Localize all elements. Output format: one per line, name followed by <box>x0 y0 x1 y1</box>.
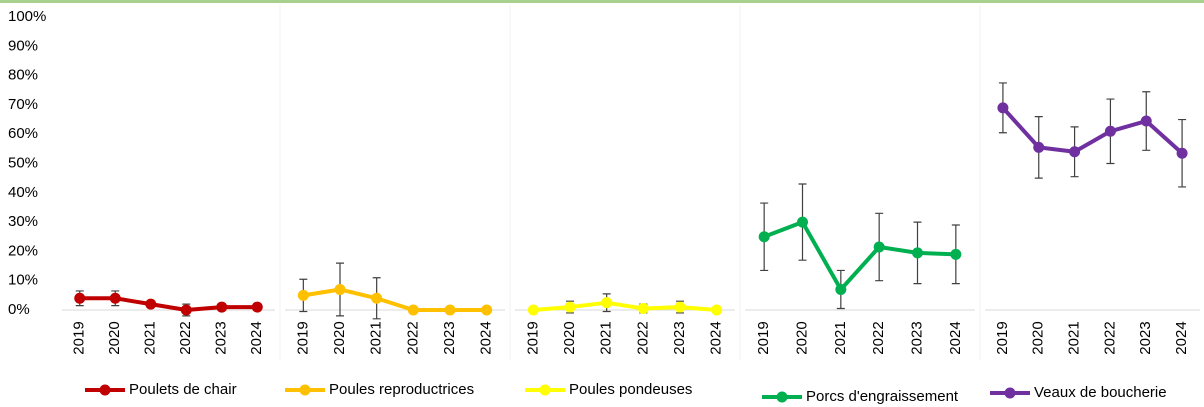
marker <box>797 216 808 228</box>
x-tick-label: 2024 <box>1173 321 1190 354</box>
y-tick-label: 90% <box>8 37 38 54</box>
marker <box>1104 125 1116 137</box>
x-tick-label: 2024 <box>248 321 265 354</box>
x-tick-label: 2021 <box>1066 321 1083 354</box>
y-tick-label: 60% <box>8 125 38 142</box>
legend-label: Poulets de chair <box>129 381 237 398</box>
marker <box>444 304 456 316</box>
y-tick-label: 70% <box>8 96 38 113</box>
legend-label: Poules pondeuses <box>569 381 692 398</box>
y-tick-label: 0% <box>8 301 30 318</box>
y-tick-label: 50% <box>8 154 38 171</box>
series-line <box>303 287 487 312</box>
x-tick-label: 2023 <box>671 321 688 354</box>
marker <box>912 247 923 259</box>
x-tick-label: 2022 <box>1101 321 1118 354</box>
marker <box>1033 141 1045 153</box>
x-tick-label: 2020 <box>106 321 123 354</box>
y-tick-label: 100% <box>8 8 46 25</box>
marker <box>334 283 346 295</box>
legend-marker <box>539 384 551 396</box>
x-tick-label: 2024 <box>478 321 495 354</box>
x-tick-label: 2020 <box>793 321 810 354</box>
marker <box>109 292 121 304</box>
y-tick-label: 80% <box>8 67 38 84</box>
y-tick-label: 40% <box>8 184 38 201</box>
y-tick-label: 20% <box>8 242 38 259</box>
marker <box>835 283 847 295</box>
legend-label: Poules reproductrices <box>329 381 474 398</box>
marker <box>527 304 539 316</box>
x-tick-label: 2022 <box>634 321 651 354</box>
x-tick-label: 2022 <box>870 321 887 354</box>
y-tick-label: 10% <box>8 272 38 289</box>
marker <box>180 304 192 316</box>
marker <box>216 301 228 313</box>
x-tick-label: 2023 <box>908 321 925 354</box>
marker <box>1069 146 1081 158</box>
x-tick-label: 2019 <box>294 321 311 354</box>
marker <box>873 241 885 253</box>
x-tick-label: 2019 <box>994 321 1011 354</box>
legend-label: Porcs d'engraissement <box>806 388 959 405</box>
marker <box>1176 147 1188 159</box>
marker <box>481 304 493 316</box>
marker <box>997 102 1009 114</box>
marker <box>758 231 770 243</box>
x-tick-label: 2023 <box>213 321 230 354</box>
legend-marker <box>776 391 788 403</box>
marker <box>637 303 649 315</box>
y-tick-label: 30% <box>8 213 38 230</box>
series-line <box>79 296 258 312</box>
marker <box>74 292 86 304</box>
marker <box>601 297 613 309</box>
series-line <box>533 300 717 312</box>
x-tick-label: 2019 <box>71 321 88 354</box>
marker <box>407 304 419 316</box>
legend-marker <box>99 384 111 396</box>
x-tick-label: 2020 <box>561 321 578 354</box>
marker <box>711 304 723 316</box>
marker <box>371 292 383 304</box>
x-tick-label: 2024 <box>708 321 725 354</box>
x-tick-label: 2023 <box>441 321 458 354</box>
marker <box>564 301 576 313</box>
legend-marker <box>299 384 311 396</box>
legend-label: Veaux de boucherie <box>1034 384 1167 401</box>
marker <box>145 298 157 310</box>
x-tick-label: 2021 <box>142 321 159 354</box>
marker <box>1140 115 1152 127</box>
legend-marker <box>1004 387 1016 399</box>
marker <box>950 248 962 260</box>
series-line <box>763 220 956 292</box>
x-tick-label: 2022 <box>177 321 194 354</box>
x-tick-label: 2021 <box>832 321 849 354</box>
x-tick-label: 2019 <box>524 321 541 354</box>
x-tick-label: 2024 <box>947 321 964 354</box>
marker <box>674 301 686 313</box>
marker <box>297 289 309 301</box>
x-tick-label: 2022 <box>404 321 421 354</box>
x-tick-label: 2023 <box>1137 321 1154 354</box>
x-tick-label: 2019 <box>755 321 772 354</box>
x-tick-label: 2021 <box>368 321 385 354</box>
x-tick-label: 2021 <box>598 321 615 354</box>
series-line <box>1001 106 1184 155</box>
x-tick-label: 2020 <box>1030 321 1047 354</box>
x-tick-label: 2020 <box>331 321 348 354</box>
marker <box>251 301 263 313</box>
